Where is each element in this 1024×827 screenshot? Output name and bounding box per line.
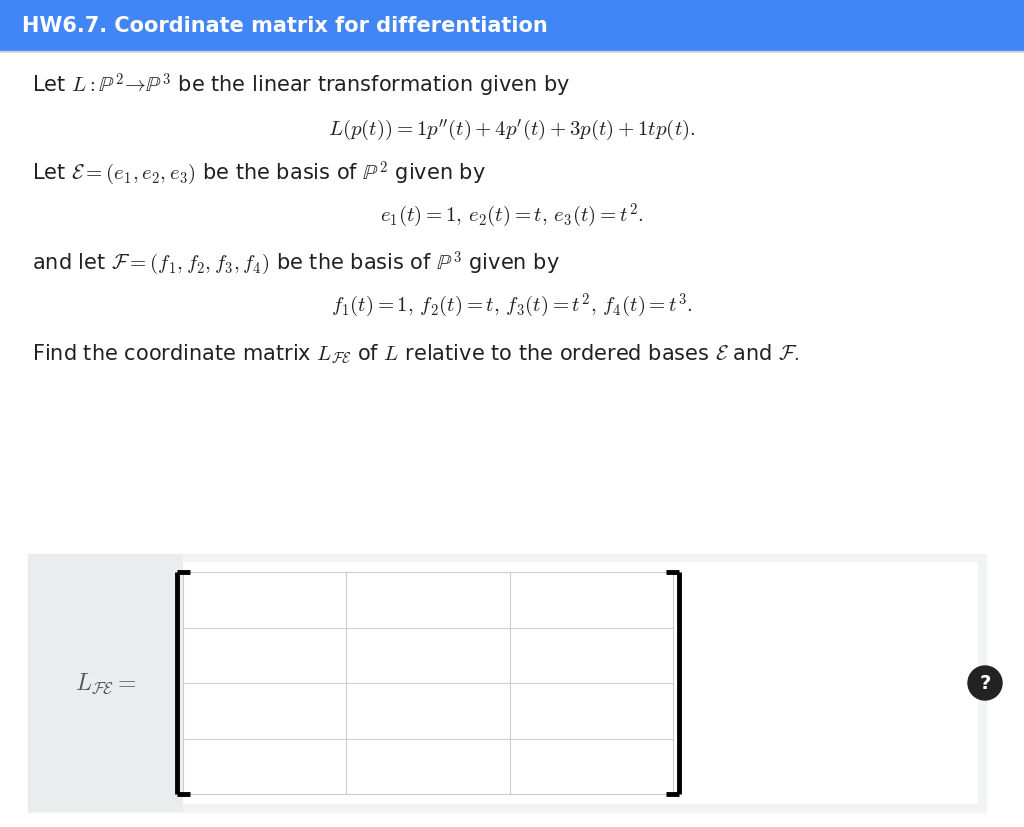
Bar (347, 629, 509, 682)
Bar (183, 573, 346, 627)
Bar (183, 629, 346, 682)
Bar (183, 562, 978, 804)
Text: HW6.7. Coordinate matrix for differentiation: HW6.7. Coordinate matrix for differentia… (22, 16, 548, 36)
Bar (183, 684, 346, 739)
Bar (183, 739, 346, 794)
Bar (347, 739, 509, 794)
Text: Let $\mathcal{E} = (e_1, e_2, e_3)$ be the basis of $\mathbb{P}^2$ given by: Let $\mathcal{E} = (e_1, e_2, e_3)$ be t… (32, 160, 486, 188)
Bar (510, 684, 673, 739)
Text: $e_1(t) = 1,\, e_2(t) = t,\, e_3(t) = t^2.$: $e_1(t) = 1,\, e_2(t) = t,\, e_3(t) = t^… (380, 202, 644, 230)
Bar (28, 554, 183, 812)
Text: Find the coordinate matrix $L_{\mathcal{F}\mathcal{E}}$ of $L$ relative to the o: Find the coordinate matrix $L_{\mathcal{… (32, 342, 800, 365)
Bar (510, 573, 673, 627)
Bar (347, 573, 509, 627)
Bar (347, 684, 509, 739)
Text: and let $\mathcal{F} = (f_1, f_2, f_3, f_4)$ be the basis of $\mathbb{P}^3$ give: and let $\mathcal{F} = (f_1, f_2, f_3, f… (32, 250, 560, 278)
Bar (28, 554, 986, 812)
Circle shape (968, 667, 1002, 700)
Text: $L_{\mathcal{F}\mathcal{E}} =$: $L_{\mathcal{F}\mathcal{E}} =$ (75, 671, 136, 696)
Text: $L(p(t)) = 1p^{\prime\prime}(t) + 4p^{\prime}(t) + 3p(t) + 1tp(t).$: $L(p(t)) = 1p^{\prime\prime}(t) + 4p^{\p… (329, 117, 695, 142)
Bar (0, 0, 1024, 52)
Text: Let $L :\mathbb{P}^2\!\rightarrow\!\mathbb{P}^3$ be the linear transformation gi: Let $L :\mathbb{P}^2\!\rightarrow\!\math… (32, 72, 570, 100)
Bar (510, 629, 673, 682)
Bar (510, 739, 673, 794)
Text: $f_1(t) = 1,\, f_2(t) = t,\, f_3(t) = t^2,\, f_4(t) = t^3.$: $f_1(t) = 1,\, f_2(t) = t,\, f_3(t) = t^… (331, 292, 693, 320)
Text: ?: ? (979, 674, 990, 693)
